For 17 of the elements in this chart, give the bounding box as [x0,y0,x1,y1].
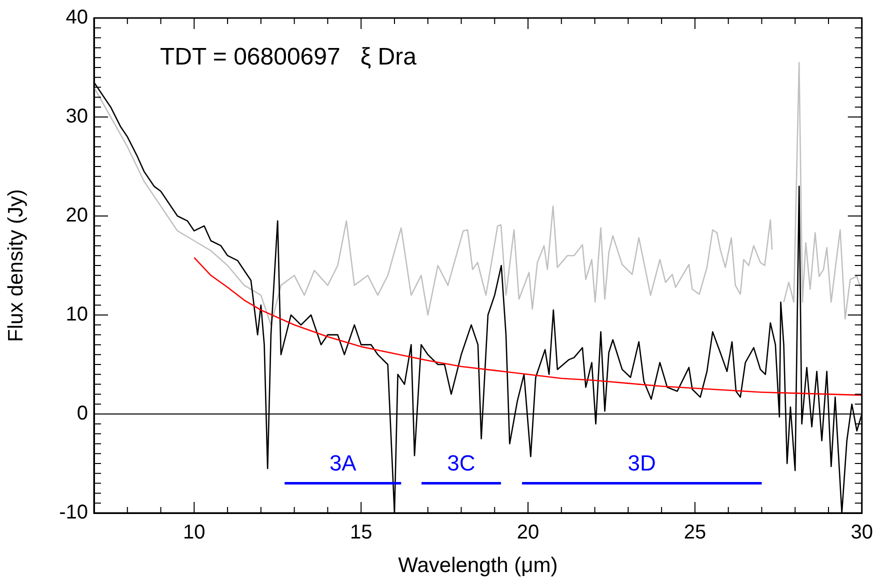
x-tick-label: 20 [516,522,540,544]
x-tick-label: 15 [350,522,372,544]
y-tick-label: 30 [66,106,88,128]
text: TDT = 06800697 ξ Dra [160,44,418,71]
y-tick-label: 0 [76,402,88,425]
y-tick-label: 20 [66,204,88,227]
y-tick-label: -10 [59,502,88,524]
y-tick-label: 40 [66,6,88,29]
series-label: 3D [628,450,656,476]
series-label: 3C [447,450,476,476]
y-axis-title: Flux density (Jy) [4,189,28,342]
x-tick-label: 25 [684,522,706,544]
x-tick-label: 10 [183,522,206,544]
series-label: 3A [329,450,357,476]
y-tick-label: 10 [66,304,88,326]
x-tick-label: 30 [850,522,873,544]
x-axis-title: Wavelength (μm) [398,554,558,578]
